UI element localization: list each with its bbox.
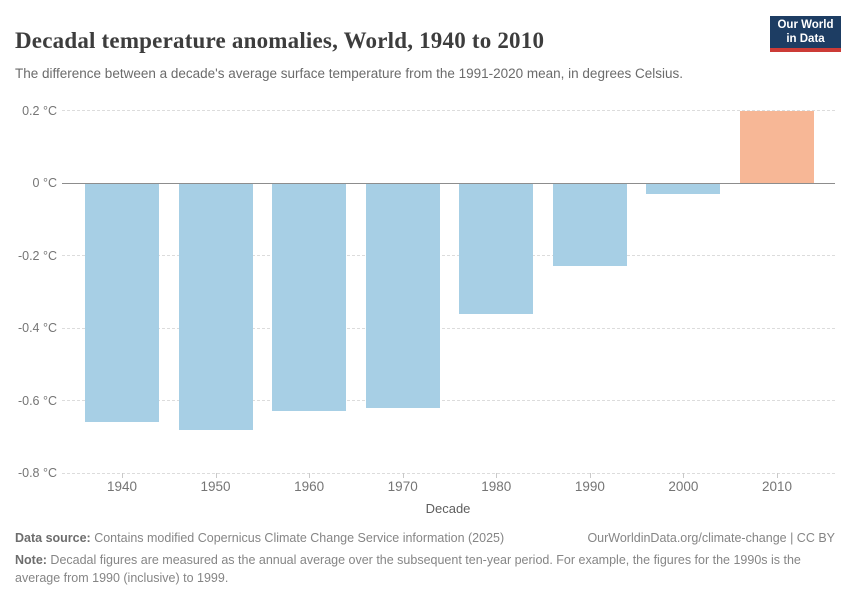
x-axis-label: 1970 bbox=[387, 479, 418, 494]
y-gridline bbox=[62, 110, 835, 111]
x-axis-label: 2000 bbox=[668, 479, 699, 494]
bar-1980[interactable] bbox=[459, 183, 534, 314]
y-gridline bbox=[62, 255, 835, 256]
page-title: Decadal temperature anomalies, World, 19… bbox=[15, 28, 545, 54]
y-axis-label: -0.4 °C bbox=[17, 321, 57, 335]
y-gridline bbox=[62, 472, 835, 474]
bar-1970[interactable] bbox=[365, 183, 440, 408]
y-axis-label: 0 °C bbox=[32, 176, 57, 190]
y-gridline bbox=[62, 400, 835, 401]
bar-1940[interactable] bbox=[85, 183, 159, 423]
x-tick bbox=[496, 473, 498, 478]
x-axis-label: 1990 bbox=[574, 479, 605, 494]
data-source-row: Data source: Contains modified Copernicu… bbox=[15, 531, 835, 545]
x-axis-label: 1950 bbox=[200, 479, 231, 494]
x-tick bbox=[309, 473, 311, 478]
x-axis-label: 1940 bbox=[106, 479, 138, 494]
bar-1990[interactable] bbox=[552, 183, 627, 267]
x-tick bbox=[683, 473, 685, 478]
x-tick bbox=[776, 473, 778, 478]
chart-footer: Data source: Contains modified Copernicu… bbox=[15, 531, 835, 588]
bar-1950[interactable] bbox=[178, 183, 253, 430]
owid-link[interactable]: OurWorldinData.org/climate-change | CC B… bbox=[587, 531, 835, 545]
y-gridline bbox=[62, 327, 835, 329]
x-tick bbox=[402, 473, 404, 478]
zero-axis-line bbox=[62, 182, 835, 184]
owid-logo-line1: Our World bbox=[777, 19, 834, 31]
y-axis-label: -0.6 °C bbox=[17, 393, 57, 408]
x-axis-title: Decade bbox=[425, 501, 471, 516]
x-tick bbox=[215, 473, 217, 478]
y-axis-label: -0.2 °C bbox=[17, 248, 57, 263]
chart-subtitle: The difference between a decade's averag… bbox=[15, 65, 683, 81]
owid-logo[interactable]: Our World in Data bbox=[770, 16, 841, 53]
x-tick bbox=[589, 473, 591, 478]
x-axis-label: 1980 bbox=[481, 479, 512, 494]
bar-1960[interactable] bbox=[272, 183, 347, 412]
owid-logo-line2: in Data bbox=[786, 32, 825, 45]
data-source-text: Contains modified Copernicus Climate Cha… bbox=[90, 531, 505, 545]
note-label: Note: bbox=[15, 553, 47, 567]
x-tick bbox=[122, 473, 123, 478]
y-axis-label: -0.8 °C bbox=[17, 466, 57, 480]
x-axis-label: 1960 bbox=[294, 479, 325, 494]
bar-2000[interactable] bbox=[646, 183, 721, 194]
chart-note: Note: Decadal figures are measured as th… bbox=[15, 552, 830, 588]
note-text: Decadal figures are measured as the annu… bbox=[15, 553, 801, 585]
x-axis-label: 2010 bbox=[761, 479, 792, 494]
y-axis-label: 0.2 °C bbox=[22, 103, 57, 118]
bar-2010[interactable] bbox=[739, 110, 814, 183]
data-source-label: Data source: bbox=[15, 531, 91, 545]
